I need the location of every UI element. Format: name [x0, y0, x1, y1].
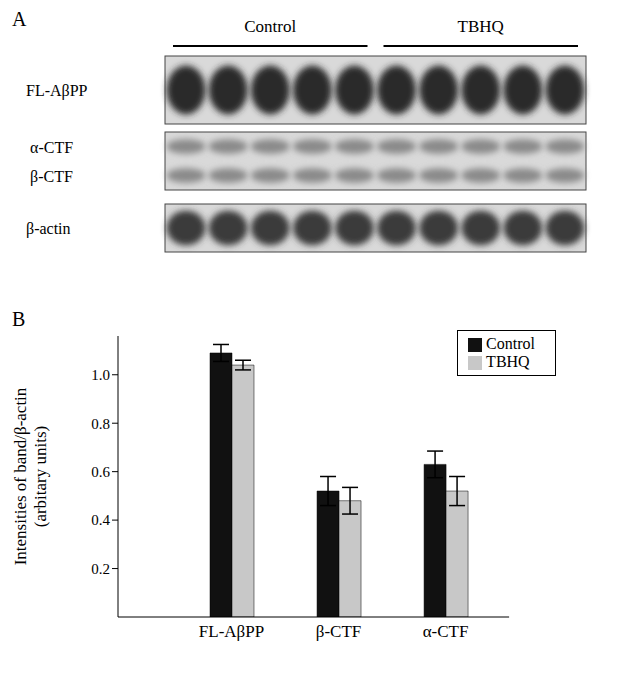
- html-text:TBHQ: TBHQ: [486, 353, 530, 370]
- svg-text:TBHQ: TBHQ: [458, 17, 504, 36]
- svg-text:β-CTF: β-CTF: [316, 622, 362, 641]
- svg-text:β-CTF: β-CTF: [30, 168, 73, 186]
- svg-text:Control: Control: [244, 17, 296, 36]
- svg-text:β-actin: β-actin: [26, 220, 71, 238]
- html-text:B: B: [12, 308, 26, 330]
- svg-text:FL-AβPP: FL-AβPP: [199, 622, 264, 641]
- svg-text:1.0: 1.0: [91, 367, 110, 383]
- svg-text:FL-AβPP: FL-AβPP: [26, 82, 88, 100]
- svg-text:α-CTF: α-CTF: [423, 622, 469, 641]
- svg-text:0.4: 0.4: [91, 512, 110, 528]
- html-text:Control: Control: [486, 335, 535, 352]
- svg-text:α-CTF: α-CTF: [30, 139, 73, 156]
- svg-text:0.8: 0.8: [91, 416, 110, 432]
- svg-text:0.6: 0.6: [91, 464, 110, 480]
- svg-text:A: A: [12, 8, 27, 30]
- svg-text:0.2: 0.2: [91, 561, 110, 577]
- svg-text:Intensities of band/β-actin(ar: Intensities of band/β-actin(arbitary uni…: [11, 387, 50, 565]
